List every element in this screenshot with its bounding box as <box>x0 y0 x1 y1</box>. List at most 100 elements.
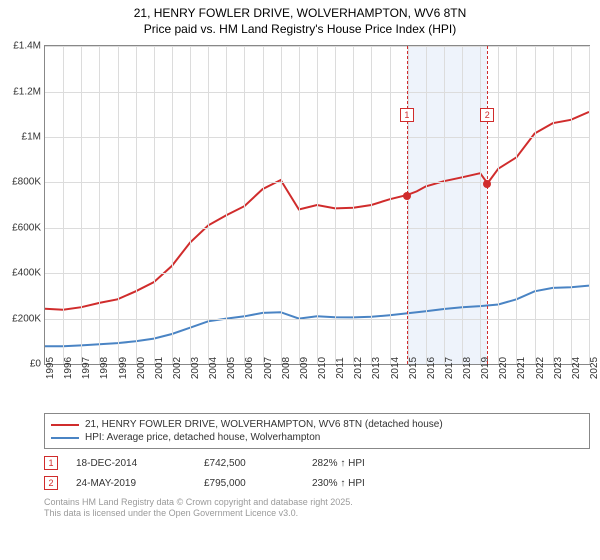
y-axis-label: £0 <box>30 359 41 370</box>
sales-row: 2 24-MAY-2019 £795,000 230% ↑ HPI <box>44 473 590 493</box>
legend-swatch <box>51 424 79 426</box>
gridline-v <box>208 46 209 364</box>
sales-marker: 1 <box>44 456 58 470</box>
x-axis-label: 2001 <box>154 357 165 379</box>
chart: £0 £200K £400K £600K £800K £1M £1.2M £1.4M 1995 1… <box>0 39 600 409</box>
y-axis-label: £1.4M <box>13 41 41 52</box>
gridline-v <box>480 46 481 364</box>
gridline-v <box>299 46 300 364</box>
x-axis-label: 2002 <box>172 357 183 379</box>
x-axis-label: 2017 <box>444 357 455 379</box>
x-axis-label: 2019 <box>480 357 491 379</box>
legend: 21, HENRY FOWLER DRIVE, WOLVERHAMPTON, W… <box>44 413 590 449</box>
x-axis-label: 2012 <box>353 357 364 379</box>
gridline-v <box>190 46 191 364</box>
title-line2: Price paid vs. HM Land Registry's House … <box>8 22 592 38</box>
gridline-v <box>571 46 572 364</box>
gridline-v <box>390 46 391 364</box>
gridline-v <box>553 46 554 364</box>
sales-pct: 282% ↑ HPI <box>312 458 402 469</box>
legend-label: 21, HENRY FOWLER DRIVE, WOLVERHAMPTON, W… <box>85 419 443 430</box>
gridline-v <box>99 46 100 364</box>
x-axis-label: 2003 <box>190 357 201 379</box>
x-axis-label: 1996 <box>63 357 74 379</box>
gridline-v <box>263 46 264 364</box>
x-axis-label: 2004 <box>208 357 219 379</box>
gridline-v <box>154 46 155 364</box>
x-axis-label: 2022 <box>535 357 546 379</box>
y-axis-label: £400K <box>12 268 41 279</box>
gridline-v <box>335 46 336 364</box>
gridline-v <box>226 46 227 364</box>
sales-date: 18-DEC-2014 <box>76 458 186 469</box>
x-axis-label: 2007 <box>263 357 274 379</box>
sales-date: 24-MAY-2019 <box>76 478 186 489</box>
x-axis-label: 2008 <box>281 357 292 379</box>
legend-item: 21, HENRY FOWLER DRIVE, WOLVERHAMPTON, W… <box>51 418 583 431</box>
gridline-v <box>281 46 282 364</box>
x-axis-label: 2005 <box>226 357 237 379</box>
gridline-v <box>118 46 119 364</box>
marker-dot <box>483 180 491 188</box>
gridline-v <box>81 46 82 364</box>
x-axis-label: 2011 <box>335 357 346 379</box>
gridline-v <box>172 46 173 364</box>
sales-table: 1 18-DEC-2014 £742,500 282% ↑ HPI 2 24-MAY-20… <box>44 453 590 493</box>
marker-line <box>487 46 488 364</box>
marker-line <box>407 46 408 364</box>
legend-label: HPI: Average price, detached house, Wolv… <box>85 432 320 443</box>
x-axis-label: 2014 <box>390 357 401 379</box>
x-axis-label: 2025 <box>589 357 600 379</box>
gridline-v <box>426 46 427 364</box>
x-axis-label: 2000 <box>136 357 147 379</box>
x-axis-label: 2020 <box>498 357 509 379</box>
footer-line2: This data is licensed under the Open Gov… <box>44 508 590 519</box>
marker-dot <box>403 192 411 200</box>
gridline-v <box>589 46 590 364</box>
marker-box: 1 <box>400 108 414 122</box>
sales-price: £742,500 <box>204 458 294 469</box>
sales-marker: 2 <box>44 476 58 490</box>
x-axis-label: 2010 <box>317 357 328 379</box>
gridline-v <box>317 46 318 364</box>
x-axis-label: 1997 <box>81 357 92 379</box>
footer-line1: Contains HM Land Registry data © Crown c… <box>44 497 590 508</box>
y-axis-label: £200K <box>12 313 41 324</box>
x-axis-label: 2016 <box>426 357 437 379</box>
gridline-v <box>462 46 463 364</box>
legend-item: HPI: Average price, detached house, Wolv… <box>51 431 583 444</box>
x-axis-label: 2021 <box>516 357 527 379</box>
gridline-v <box>136 46 137 364</box>
x-axis-label: 2006 <box>244 357 255 379</box>
gridline-v <box>516 46 517 364</box>
x-axis-label: 2015 <box>408 357 419 379</box>
footer: Contains HM Land Registry data © Crown c… <box>44 497 590 520</box>
y-axis-label: £1.2M <box>13 86 41 97</box>
legend-swatch <box>51 437 79 439</box>
sales-row: 1 18-DEC-2014 £742,500 282% ↑ HPI <box>44 453 590 473</box>
title-line1: 21, HENRY FOWLER DRIVE, WOLVERHAMPTON, W… <box>8 6 592 22</box>
gridline-v <box>244 46 245 364</box>
chart-title: 21, HENRY FOWLER DRIVE, WOLVERHAMPTON, W… <box>0 0 600 39</box>
x-axis-label: 2023 <box>553 357 564 379</box>
sales-pct: 230% ↑ HPI <box>312 478 402 489</box>
sales-price: £795,000 <box>204 478 294 489</box>
gridline-v <box>371 46 372 364</box>
y-axis-label: £800K <box>12 177 41 188</box>
y-axis-label: £1M <box>22 132 41 143</box>
x-axis-label: 1999 <box>118 357 129 379</box>
plot-area: £0£200K£400K£600K£800K£1M£1.2M£1.4M19951… <box>44 45 590 365</box>
x-axis-label: 2013 <box>371 357 382 379</box>
marker-box: 2 <box>480 108 494 122</box>
y-axis-label: £600K <box>12 222 41 233</box>
gridline-v <box>444 46 445 364</box>
gridline-v <box>498 46 499 364</box>
x-axis-label: 2024 <box>571 357 582 379</box>
gridline-v <box>353 46 354 364</box>
x-axis-label: 2009 <box>299 357 310 379</box>
x-axis-label: 2018 <box>462 357 473 379</box>
x-axis-label: 1995 <box>45 357 56 379</box>
gridline-v <box>63 46 64 364</box>
x-axis-label: 1998 <box>99 357 110 379</box>
gridline-v <box>535 46 536 364</box>
